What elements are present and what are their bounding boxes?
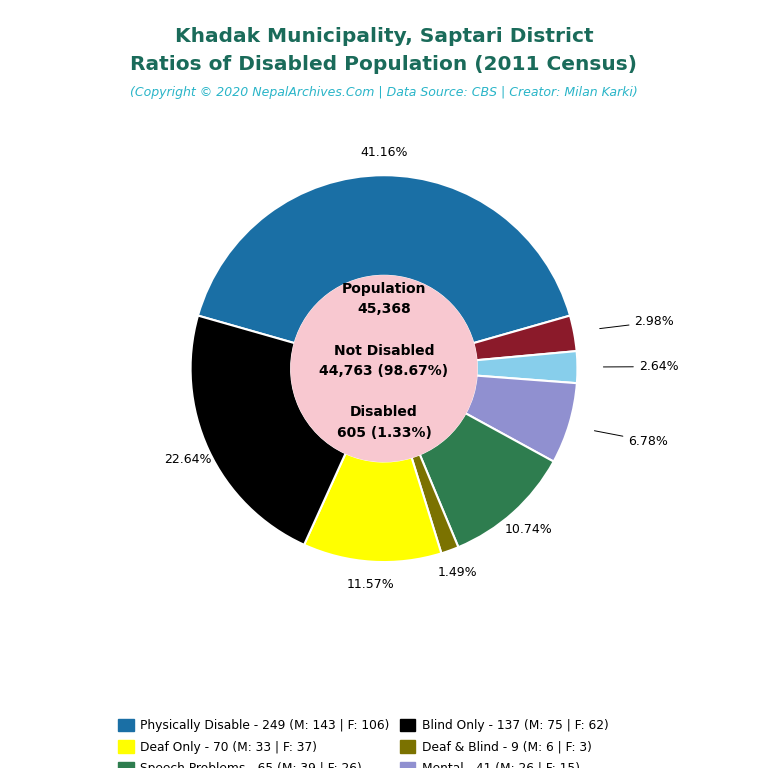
Text: 6.78%: 6.78% xyxy=(594,431,668,448)
Circle shape xyxy=(291,276,477,462)
Text: Population
45,368

Not Disabled
44,763 (98.67%)

Disabled
605 (1.33%): Population 45,368 Not Disabled 44,763 (9… xyxy=(319,282,449,440)
Text: 2.64%: 2.64% xyxy=(604,360,678,373)
Text: (Copyright © 2020 NepalArchives.Com | Data Source: CBS | Creator: Milan Karki): (Copyright © 2020 NepalArchives.Com | Da… xyxy=(130,86,638,99)
Text: 1.49%: 1.49% xyxy=(438,566,478,579)
Wedge shape xyxy=(304,453,442,562)
Wedge shape xyxy=(465,376,577,462)
Text: 11.57%: 11.57% xyxy=(346,578,395,591)
Wedge shape xyxy=(198,175,570,343)
Text: Khadak Municipality, Saptari District: Khadak Municipality, Saptari District xyxy=(174,27,594,46)
Legend: Physically Disable - 249 (M: 143 | F: 106), Deaf Only - 70 (M: 33 | F: 37), Spee: Physically Disable - 249 (M: 143 | F: 10… xyxy=(114,714,654,768)
Wedge shape xyxy=(473,316,577,360)
Text: 10.74%: 10.74% xyxy=(505,523,553,536)
Text: 22.64%: 22.64% xyxy=(164,453,211,466)
Text: 41.16%: 41.16% xyxy=(360,145,408,158)
Wedge shape xyxy=(476,351,578,383)
Text: 2.98%: 2.98% xyxy=(600,316,674,329)
Wedge shape xyxy=(419,413,554,547)
Wedge shape xyxy=(412,455,458,554)
Wedge shape xyxy=(190,316,346,545)
Text: Ratios of Disabled Population (2011 Census): Ratios of Disabled Population (2011 Cens… xyxy=(131,55,637,74)
